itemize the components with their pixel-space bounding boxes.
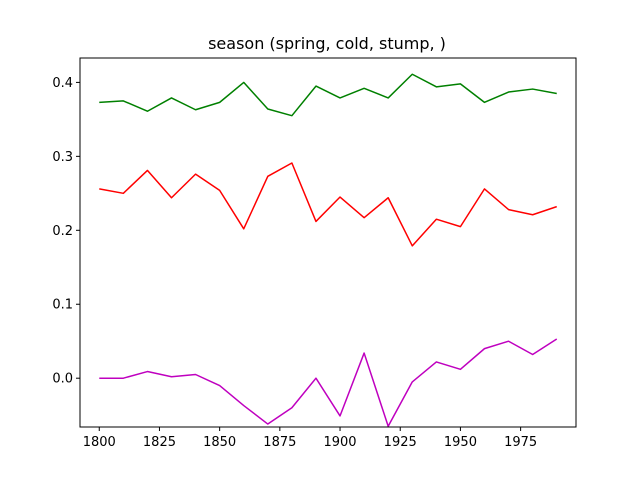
chart-title: season (spring, cold, stump, ): [208, 34, 446, 53]
x-tick-label: 1875: [263, 435, 296, 450]
x-tick-label: 1900: [323, 435, 356, 450]
y-tick-label: 0.2: [52, 224, 73, 239]
y-tick-label: 0.1: [52, 298, 73, 313]
series-line-3: [99, 338, 558, 428]
x-tick-label: 1825: [143, 435, 176, 450]
x-tick-label: 1800: [83, 435, 116, 450]
y-tick-label: 0.0: [52, 372, 73, 387]
y-tick-label: 0.4: [52, 76, 73, 91]
y-tick-label: 0.3: [52, 150, 73, 165]
y-axis: 0.0 0.1 0.2 0.3 0.4: [52, 76, 80, 387]
x-tick-label: 1950: [444, 435, 477, 450]
x-tick-label: 1850: [203, 435, 236, 450]
axes-frame: [79, 57, 577, 428]
plot-area: [99, 73, 558, 428]
x-tick-label: 1925: [384, 435, 417, 450]
x-tick-label: 1975: [504, 435, 537, 450]
series-line-2: [99, 162, 557, 247]
series-line-1: [99, 73, 557, 117]
x-axis: 1800 1825 1850 1875 1900 1925 1950 1975: [83, 427, 537, 450]
